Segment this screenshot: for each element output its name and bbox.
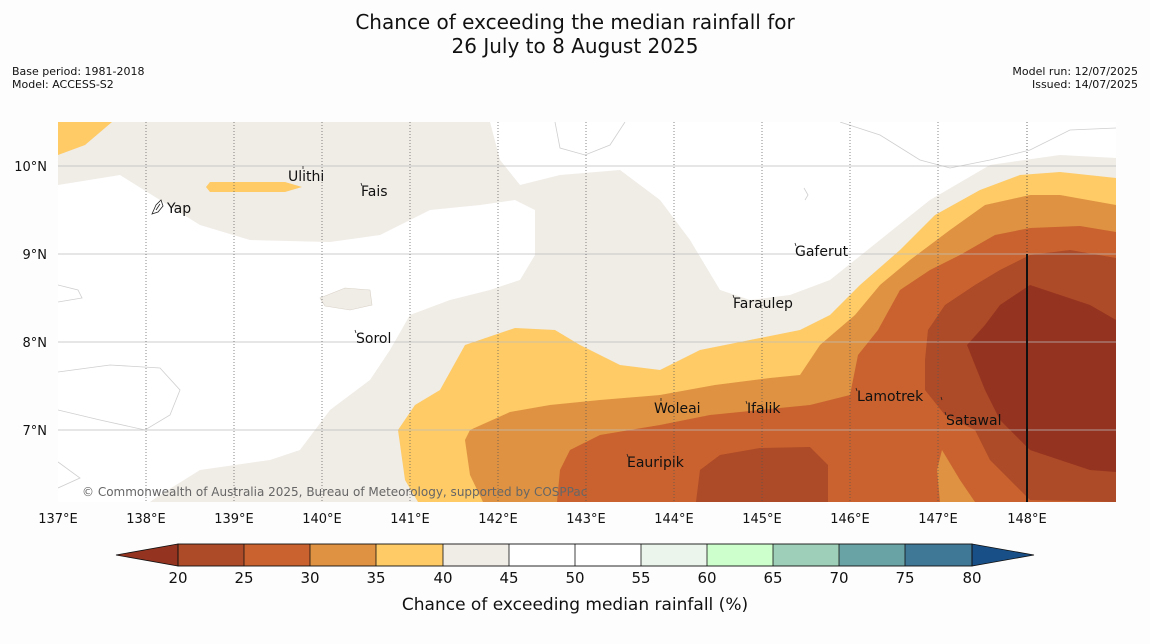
colorbar: 20 25 30 35 40 45 50 55 60 65 70 75 80 C… (115, 543, 1035, 615)
lat-tick-10n: 10°N (14, 160, 47, 175)
map-area: Yap Ulithi Fais Sorol Gaferut Faraulep W… (58, 122, 1116, 502)
colorbar-bin-50-55 (575, 544, 641, 566)
issued-date: Issued: 14/07/2025 (1031, 78, 1138, 91)
colorbar-bin-25-30 (244, 544, 310, 566)
colorbar-extend-low (115, 543, 179, 567)
place-label-ifalik: Ifalik (747, 401, 781, 417)
colorbar-tick-20: 20 (168, 569, 187, 587)
colorbar-bin-40-45 (443, 544, 509, 566)
colorbar-frame (177, 543, 973, 567)
place-label-sorol: Sorol (356, 331, 391, 347)
colorbar-bin-75-80 (905, 544, 972, 566)
colorbar-extend-high (971, 543, 1035, 567)
model-run: Model run: 12/07/2025 (1012, 65, 1138, 78)
place-label-eauripik: Eauripik (627, 455, 685, 471)
colorbar-tick-45: 45 (499, 569, 518, 587)
island-outlines (151, 166, 947, 458)
colorbar-tick-30: 30 (300, 569, 319, 587)
lon-tick-144e: 144°E (654, 512, 694, 527)
region-below-20 (967, 285, 1116, 472)
place-label-satawal: Satawal (946, 413, 1001, 429)
colorbar-tick-40: 40 (433, 569, 452, 587)
yap-island-shape (151, 199, 164, 215)
region-35-40-ulithi (206, 182, 302, 192)
sorol-island-mark (354, 329, 357, 334)
gaferut-island-mark (794, 242, 797, 247)
colorbar-bin-55-60 (641, 544, 707, 566)
lat-tick-8n: 8°N (23, 336, 48, 351)
lon-tick-138e: 138°E (126, 512, 166, 527)
region-40-45-patch (319, 287, 373, 311)
eauripik-island-mark (626, 453, 629, 458)
colorbar-bin-35-40 (376, 544, 443, 566)
model-name: Model: ACCESS-S2 (12, 78, 114, 91)
colorbar-bin-45-50 (509, 544, 575, 566)
region-20-25-south (696, 447, 828, 502)
satawal-island-mark (944, 411, 947, 416)
lon-tick-137e: 137°E (38, 512, 78, 527)
chart-title-line1: Chance of exceeding the median rainfall … (355, 10, 795, 34)
chart-title-line2: 26 July to 8 August 2025 (451, 34, 699, 58)
base-period: Base period: 1981-2018 (12, 65, 145, 78)
lon-tick-143e: 143°E (566, 512, 606, 527)
copyright-notice: © Commonwealth of Australia 2025, Bureau… (82, 485, 587, 499)
lon-tick-145e: 145°E (742, 512, 782, 527)
place-label-gaferut: Gaferut (795, 244, 849, 260)
colorbar-tick-70: 70 (829, 569, 848, 587)
place-label-lamotrek: Lamotrek (857, 389, 924, 405)
lat-axis: 10°N 9°N 8°N 7°N (14, 160, 47, 439)
lon-tick-140e: 140°E (302, 512, 342, 527)
faraulep-island-mark (732, 294, 735, 299)
colorbar-tick-55: 55 (631, 569, 650, 587)
lon-axis: 137°E 138°E 139°E 140°E 141°E 142°E 143°… (38, 512, 1047, 527)
colorbar-tick-60: 60 (697, 569, 716, 587)
lon-tick-142e: 142°E (478, 512, 518, 527)
lon-tick-147e: 147°E (918, 512, 958, 527)
lat-tick-7n: 7°N (23, 424, 48, 439)
colorbar-bin-20-25 (178, 544, 244, 566)
region-35-40-nw (58, 122, 112, 155)
fais-island-mark (360, 182, 363, 187)
lon-tick-141e: 141°E (390, 512, 430, 527)
colorbar-bin-70-75 (839, 544, 905, 566)
yap-island-detail (155, 203, 161, 211)
lon-tick-146e: 146°E (830, 512, 870, 527)
colorbar-tick-25: 25 (234, 569, 253, 587)
colorbar-label: Chance of exceeding median rainfall (%) (402, 595, 748, 615)
extra-island-mark (940, 396, 943, 401)
ifalik-island-mark (745, 400, 748, 405)
lamotrek-island-mark (855, 387, 858, 392)
lon-tick-148e: 148°E (1007, 512, 1047, 527)
lat-tick-9n: 9°N (23, 248, 48, 263)
colorbar-bin-65-70 (773, 544, 839, 566)
contour-lines (58, 122, 1116, 489)
colorbar-tick-75: 75 (895, 569, 914, 587)
place-label-ulithi: Ulithi (288, 169, 324, 185)
lon-tick-139e: 139°E (214, 512, 254, 527)
colorbar-tick-80: 80 (962, 569, 981, 587)
place-label-woleai: Woleai (654, 401, 701, 417)
colorbar-tick-65: 65 (763, 569, 782, 587)
place-label-faraulep: Faraulep (733, 296, 793, 312)
place-label-yap: Yap (166, 201, 191, 217)
place-label-fais: Fais (361, 184, 388, 200)
colorbar-bin-60-65 (707, 544, 773, 566)
colorbar-tick-35: 35 (366, 569, 385, 587)
colorbar-bin-30-35 (310, 544, 376, 566)
colorbar-tick-50: 50 (565, 569, 584, 587)
